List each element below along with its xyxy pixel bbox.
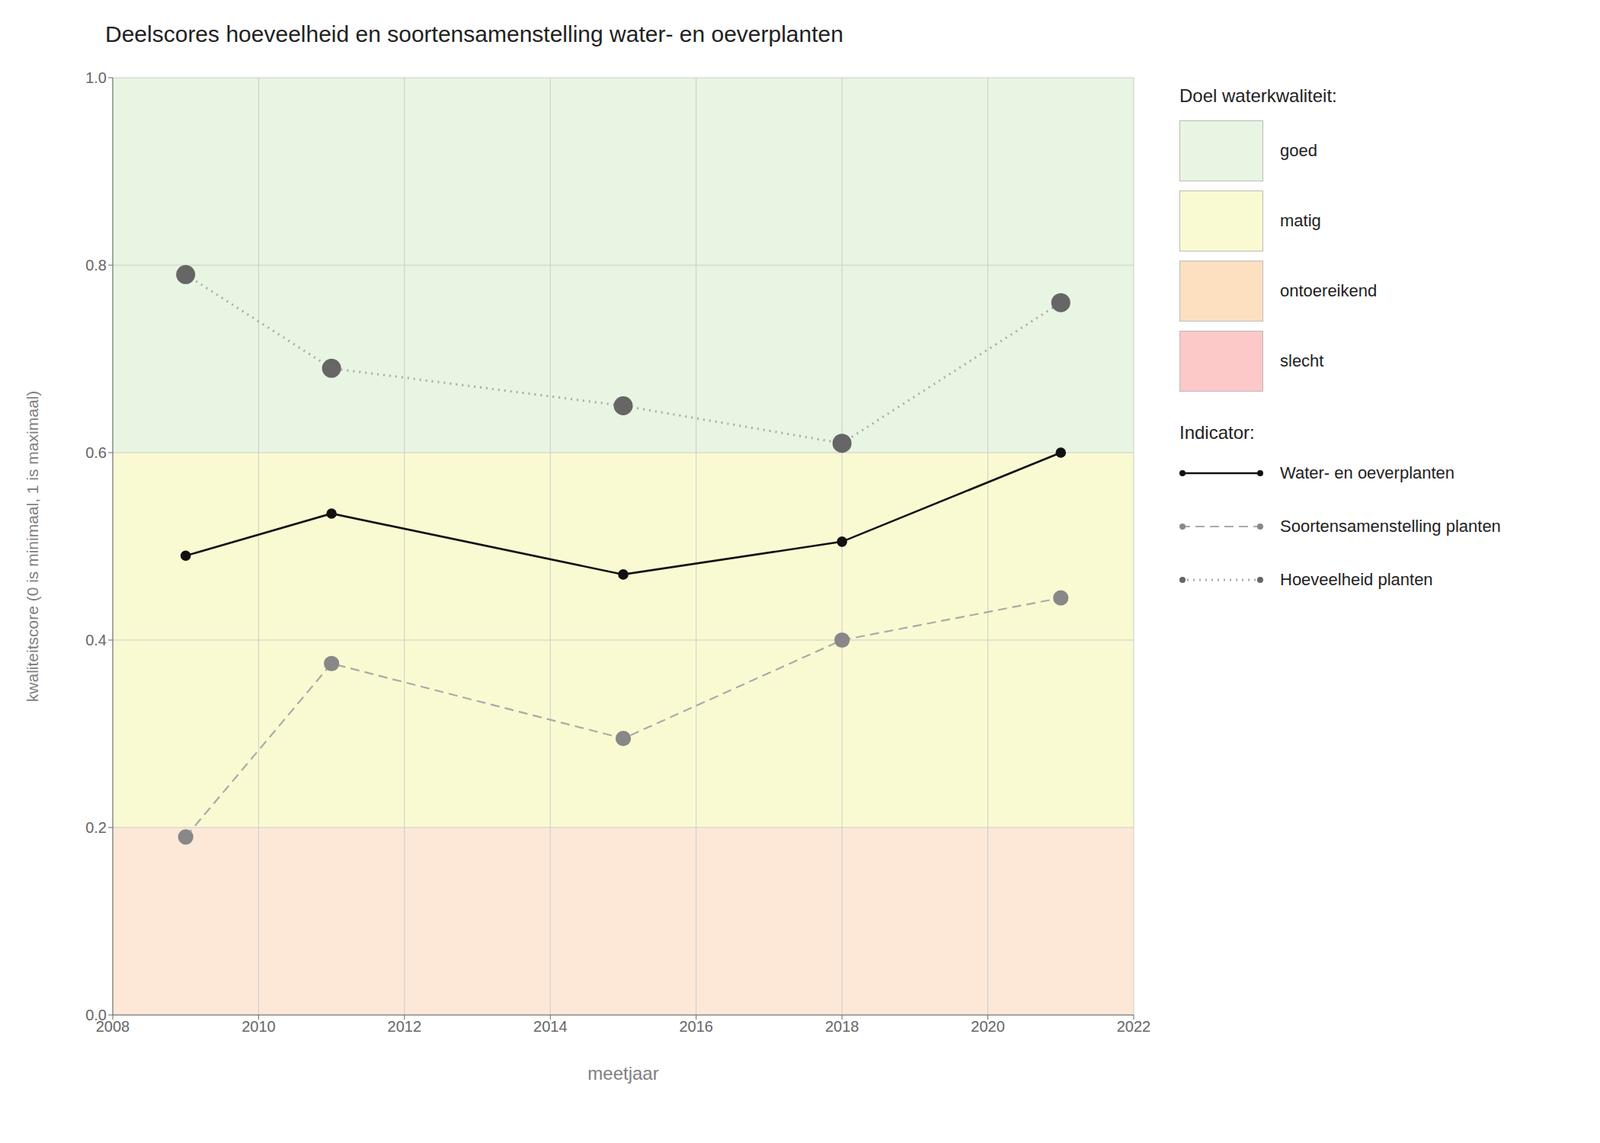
html-text:Water- en oeverplanten: Water- en oeverplanten xyxy=(1280,463,1455,483)
html-text:slecht: slecht xyxy=(1280,351,1324,371)
svg-text:0.6: 0.6 xyxy=(85,444,107,461)
svg-text:0.2: 0.2 xyxy=(85,819,107,836)
svg-text:2016: 2016 xyxy=(678,1017,714,1035)
svg-text:2022: 2022 xyxy=(1116,1017,1152,1035)
html-text:Doel waterkwaliteit:: Doel waterkwaliteit: xyxy=(1179,85,1337,106)
html-text:Hoeveelheid planten: Hoeveelheid planten xyxy=(1280,569,1433,589)
svg-text:0.0: 0.0 xyxy=(85,1006,107,1024)
svg-text:2012: 2012 xyxy=(387,1017,423,1035)
html-text:ontoereikend: ontoereikend xyxy=(1280,281,1377,301)
html-text:goed: goed xyxy=(1280,140,1318,160)
svg-text:1.0: 1.0 xyxy=(85,69,107,87)
html-text:Deelscores hoeveelheid en soor: Deelscores hoeveelheid en soortensamenst… xyxy=(105,21,844,47)
svg-text:2020: 2020 xyxy=(970,1017,1005,1035)
svg-text:2010: 2010 xyxy=(241,1017,276,1035)
svg-text:0.8: 0.8 xyxy=(85,256,107,274)
svg-text:kwaliteitscore (0 is minimaal,: kwaliteitscore (0 is minimaal, 1 is maxi… xyxy=(23,390,42,702)
svg-text:2008: 2008 xyxy=(95,1018,130,1035)
svg-text:meetjaar: meetjaar xyxy=(587,1062,659,1084)
html-text:Soortensamenstelling planten: Soortensamenstelling planten xyxy=(1280,516,1501,536)
html-text:Indicator:: Indicator: xyxy=(1179,422,1255,443)
svg-text:0.4: 0.4 xyxy=(85,631,107,649)
svg-text:2018: 2018 xyxy=(825,1017,860,1035)
svg-text:2014: 2014 xyxy=(533,1017,568,1035)
html-text:matig: matig xyxy=(1280,211,1321,231)
